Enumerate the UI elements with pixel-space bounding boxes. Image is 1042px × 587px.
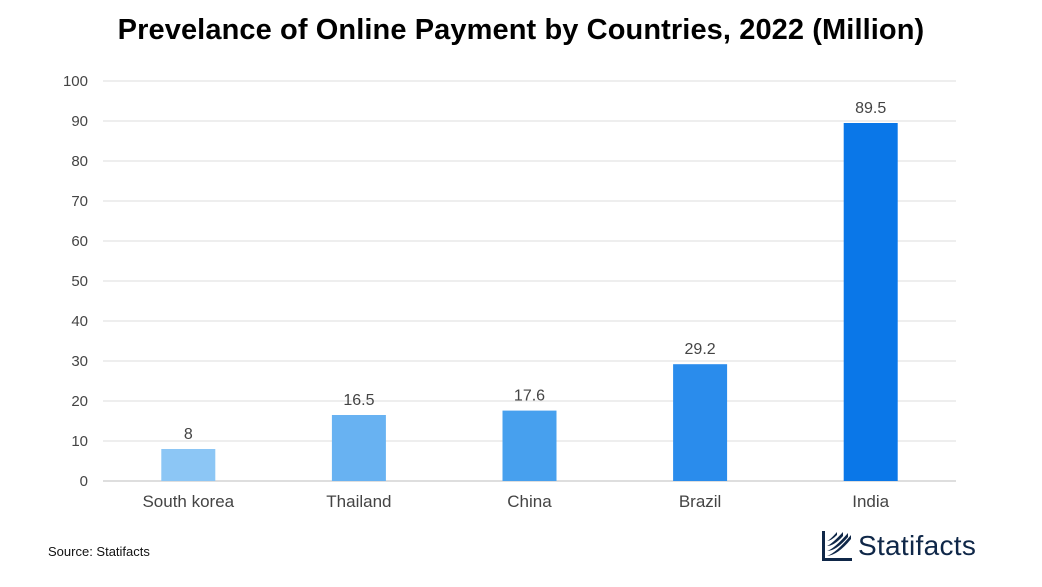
y-tick-label: 70 [71, 193, 88, 210]
y-tick-label: 0 [80, 473, 88, 490]
y-tick-label: 80 [71, 153, 88, 170]
y-tick-label: 30 [71, 353, 88, 370]
y-tick-label: 40 [71, 313, 88, 330]
bar-value-label: 29.2 [685, 341, 716, 358]
y-tick-label: 20 [71, 393, 88, 410]
bar [843, 123, 898, 481]
chart-title: Prevelance of Online Payment by Countrie… [117, 14, 925, 46]
y-tick-label: 90 [71, 113, 88, 130]
statifacts-logo-icon [822, 531, 852, 561]
y-axis-ticks: 0 10 20 30 40 50 60 70 80 90 100 [63, 73, 88, 490]
brand-name: Statifacts [858, 530, 977, 561]
bar [331, 415, 386, 481]
bar [502, 410, 557, 481]
x-tick-label: Brazil [679, 492, 722, 511]
bar [161, 449, 216, 481]
x-tick-label: India [852, 492, 889, 511]
y-tick-label: 10 [71, 433, 88, 450]
bar-value-label: 16.5 [343, 392, 374, 409]
x-axis-ticks: South korea Thailand China Brazil India [142, 492, 889, 511]
y-tick-label: 60 [71, 233, 88, 250]
bar-value-label: 17.6 [514, 388, 545, 405]
bar-value-label: 89.5 [855, 100, 886, 117]
brand-logo: Statifacts [822, 528, 976, 564]
bar [673, 364, 728, 481]
x-tick-label: South korea [142, 492, 234, 511]
y-tick-label: 100 [63, 73, 88, 90]
y-tick-label: 50 [71, 273, 88, 290]
source-note: Source: Statifacts [48, 544, 150, 559]
x-tick-label: China [507, 492, 552, 511]
bar-value-label: 8 [184, 426, 193, 443]
x-tick-label: Thailand [326, 492, 391, 511]
value-labels: 8 16.5 17.6 29.2 89.5 [184, 100, 887, 443]
bars [161, 123, 898, 481]
